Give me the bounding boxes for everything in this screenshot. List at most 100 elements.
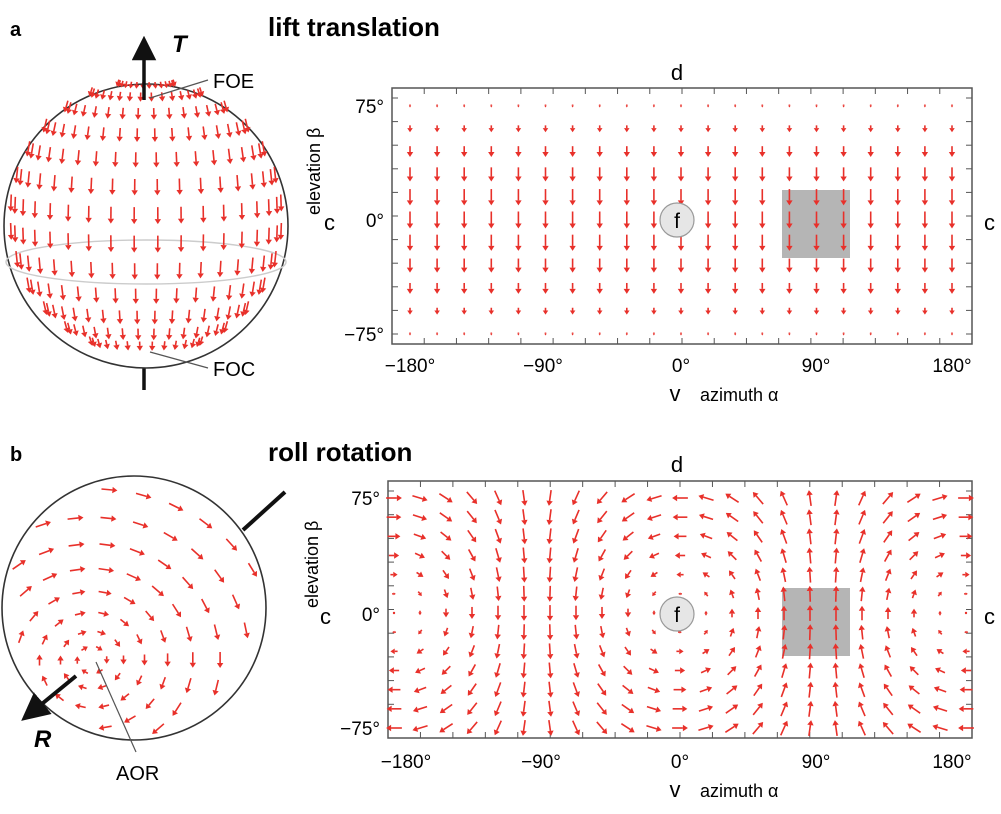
flow-vector — [11, 196, 19, 214]
flow-vector — [650, 146, 658, 158]
flow-vector — [869, 332, 872, 336]
flow-vector — [623, 282, 630, 294]
flow-vector — [490, 332, 493, 336]
flow-vector — [597, 529, 607, 543]
flow-vector — [923, 104, 927, 108]
flow-vector — [214, 569, 225, 583]
flow-vector — [44, 120, 51, 135]
flow-vector — [910, 570, 918, 580]
xtick-0: 0° — [671, 752, 689, 773]
flow-vector — [807, 681, 814, 698]
flow-vector — [573, 643, 580, 659]
flow-vector — [134, 328, 142, 341]
flow-vector — [786, 282, 793, 294]
flow-vector — [234, 304, 241, 319]
flow-vector — [700, 667, 711, 674]
flow-vector — [185, 626, 193, 642]
flow-vector — [442, 646, 450, 656]
flow-vector — [172, 702, 182, 716]
flow-vector — [807, 700, 814, 717]
flow-vector — [94, 89, 101, 99]
flow-vector — [786, 146, 793, 158]
flow-vector — [950, 104, 954, 108]
flow-vector — [29, 610, 39, 622]
flow-vector — [598, 332, 601, 336]
flow-vector — [59, 148, 66, 165]
flow-vector — [123, 596, 136, 605]
flow-vector — [234, 175, 242, 192]
flow-vector — [461, 211, 468, 229]
flow-vector — [257, 143, 264, 159]
flow-vector — [623, 550, 633, 560]
flow-vector — [676, 571, 684, 578]
ytick-0: 0° — [362, 605, 380, 626]
ytick-75: 75° — [351, 489, 380, 510]
flow-vector — [754, 568, 762, 582]
flow-vector — [958, 705, 974, 713]
flow-vector — [7, 222, 15, 240]
flow-vector — [933, 686, 947, 693]
flow-vector — [515, 234, 522, 251]
xtick-90: 90° — [802, 356, 831, 377]
flow-vector — [439, 512, 453, 522]
flow-vector — [71, 307, 78, 322]
flow-vector — [192, 151, 200, 167]
flow-vector — [414, 552, 425, 559]
flow-vector — [180, 327, 187, 340]
flow-vector — [542, 258, 549, 273]
flow-vector — [439, 703, 453, 714]
flow-vector — [387, 533, 401, 540]
flow-vector — [241, 120, 248, 135]
flow-vector — [780, 720, 789, 736]
flow-vector — [265, 199, 273, 217]
flow-vector — [392, 611, 396, 615]
flow-vector — [882, 491, 894, 505]
flow-vector — [732, 189, 739, 206]
flow-vector — [867, 234, 874, 251]
flow-vector — [77, 684, 87, 691]
flow-vector — [546, 605, 554, 621]
xtick-minus180: −180° — [385, 356, 435, 377]
flow-vector — [883, 530, 893, 543]
flow-vector — [840, 258, 847, 273]
flow-vector — [243, 301, 250, 315]
flow-vector — [569, 211, 576, 229]
flow-vector — [185, 309, 192, 324]
flow-vector — [542, 211, 549, 229]
flow-vector — [672, 513, 688, 521]
flow-vector — [624, 608, 632, 618]
flow-vector — [234, 259, 241, 276]
flow-vector — [154, 207, 162, 225]
flow-vector — [12, 560, 26, 570]
flow-vector — [625, 589, 632, 599]
xtick-minus90: −90° — [521, 752, 561, 773]
flow-vector — [759, 211, 766, 229]
flow-vector — [704, 258, 712, 273]
flow-vector — [467, 683, 477, 696]
flow-vector — [813, 125, 820, 133]
flow-vector — [153, 288, 160, 304]
flow-vector — [192, 287, 199, 303]
flow-vector — [788, 332, 791, 336]
highlight-box — [782, 588, 850, 656]
flow-vector — [623, 189, 630, 206]
flow-vector — [238, 231, 245, 249]
flow-vector — [134, 310, 141, 325]
flow-vector — [54, 693, 65, 702]
flow-vector — [198, 336, 205, 346]
flow-vector — [650, 167, 658, 182]
flow-vector — [177, 235, 185, 253]
flow-vector — [832, 681, 839, 698]
flow-vector — [160, 630, 167, 643]
flow-vector — [883, 702, 894, 716]
flow-vector — [910, 647, 918, 657]
flow-vector — [461, 125, 467, 133]
flow-vector — [189, 338, 197, 349]
flow-vector — [706, 104, 710, 108]
flow-vector — [569, 282, 576, 294]
flow-vector — [702, 649, 710, 655]
flow-vector — [113, 340, 120, 350]
flow-vector — [806, 490, 813, 507]
flow-vector — [779, 509, 788, 525]
flow-vector — [182, 339, 189, 350]
